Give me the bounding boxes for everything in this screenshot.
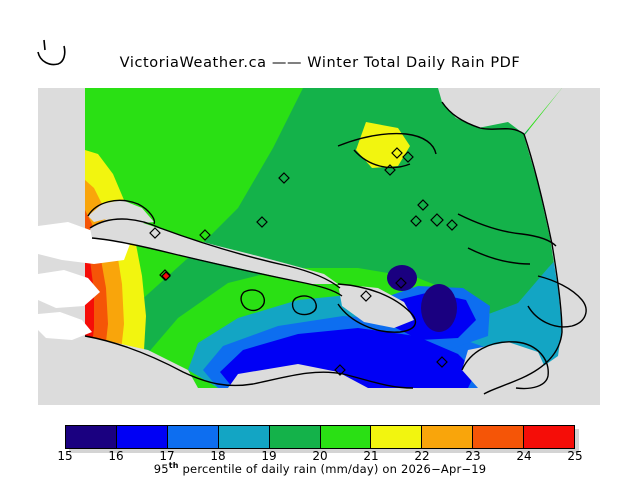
page-title: VictoriaWeather.ca —— Winter Total Daily… [119,55,521,71]
coastlines [84,101,587,395]
caption-prefix: 95 [153,461,169,476]
station-marker[interactable] [278,172,290,184]
colorbar-tick-24: 24 [516,449,532,463]
colorbar-segments[interactable] [65,425,575,449]
land-mask-southwest [85,336,198,388]
stray-coastline-fragment [37,39,66,66]
colorbar-segment-19-20[interactable] [269,426,321,448]
map-panel[interactable] [38,88,600,405]
colorbar-tick-19: 19 [261,449,277,463]
station-marker-max[interactable] [161,271,171,281]
colorbar-tick-25: 25 [567,449,583,463]
station-marker-highlighted[interactable] [430,213,444,227]
colorbar-segment-17-18[interactable] [167,426,219,448]
colorbar-segment-23-24[interactable] [473,426,525,448]
sea-gap-west [38,270,100,308]
station-marker[interactable] [159,269,171,281]
station-marker[interactable] [410,215,422,227]
colorbar-segment-18-19[interactable] [218,426,270,448]
sea-gap-northwest [38,222,130,264]
colorbar-tick-18: 18 [210,449,226,463]
station-marker[interactable] [256,216,268,228]
band-15-16-bullseye-central [387,265,417,291]
land-mask-north [438,88,562,134]
colorbar-tick-15: 15 [57,449,73,463]
caption-suffix: percentile of daily rain (mm/day) on 202… [178,461,487,476]
colorbar-segment-21-22[interactable] [371,426,423,448]
colorbar[interactable] [65,425,579,453]
colorbar-tick-17: 17 [159,449,175,463]
band-15-16-bullseye-east [421,284,457,332]
station-marker[interactable] [391,147,403,159]
station-marker[interactable] [384,164,396,176]
land-peninsula-head [88,200,154,224]
caption-superscript: th [168,461,179,470]
station-marker[interactable] [402,151,414,163]
contour-map[interactable] [38,88,600,405]
sea-gap-southwest [38,312,92,340]
band-19-20 [85,88,562,388]
station-markers[interactable] [149,147,458,376]
colorbar-tick-22: 22 [414,449,430,463]
colorbar-tick-16: 16 [108,449,124,463]
station-marker[interactable] [417,199,429,211]
station-marker[interactable] [360,290,372,302]
colorbar-tick-21: 21 [363,449,379,463]
colorbar-segment-22-23[interactable] [422,426,474,448]
colorbar-tick-23: 23 [465,449,481,463]
colorbar-caption: 95th percentile of daily rain (mm/day) o… [0,461,640,476]
colorbar-tick-labels: 15 16 17 18 19 20 21 22 23 24 25 [57,449,582,465]
colorbar-segment-24-25[interactable] [524,426,575,448]
land-mid-island [338,284,414,328]
station-marker[interactable] [395,277,407,289]
station-marker[interactable] [149,227,161,239]
colorbar-segment-15-16[interactable] [66,426,117,448]
land-mask-bottom [38,388,600,405]
colorbar-segment-20-21[interactable] [320,426,372,448]
station-marker[interactable] [199,229,211,241]
colorbar-segment-16-17[interactable] [116,426,168,448]
station-marker[interactable] [436,356,448,368]
station-marker[interactable] [446,219,458,231]
colorbar-tick-20: 20 [312,449,328,463]
station-marker[interactable] [334,364,346,376]
